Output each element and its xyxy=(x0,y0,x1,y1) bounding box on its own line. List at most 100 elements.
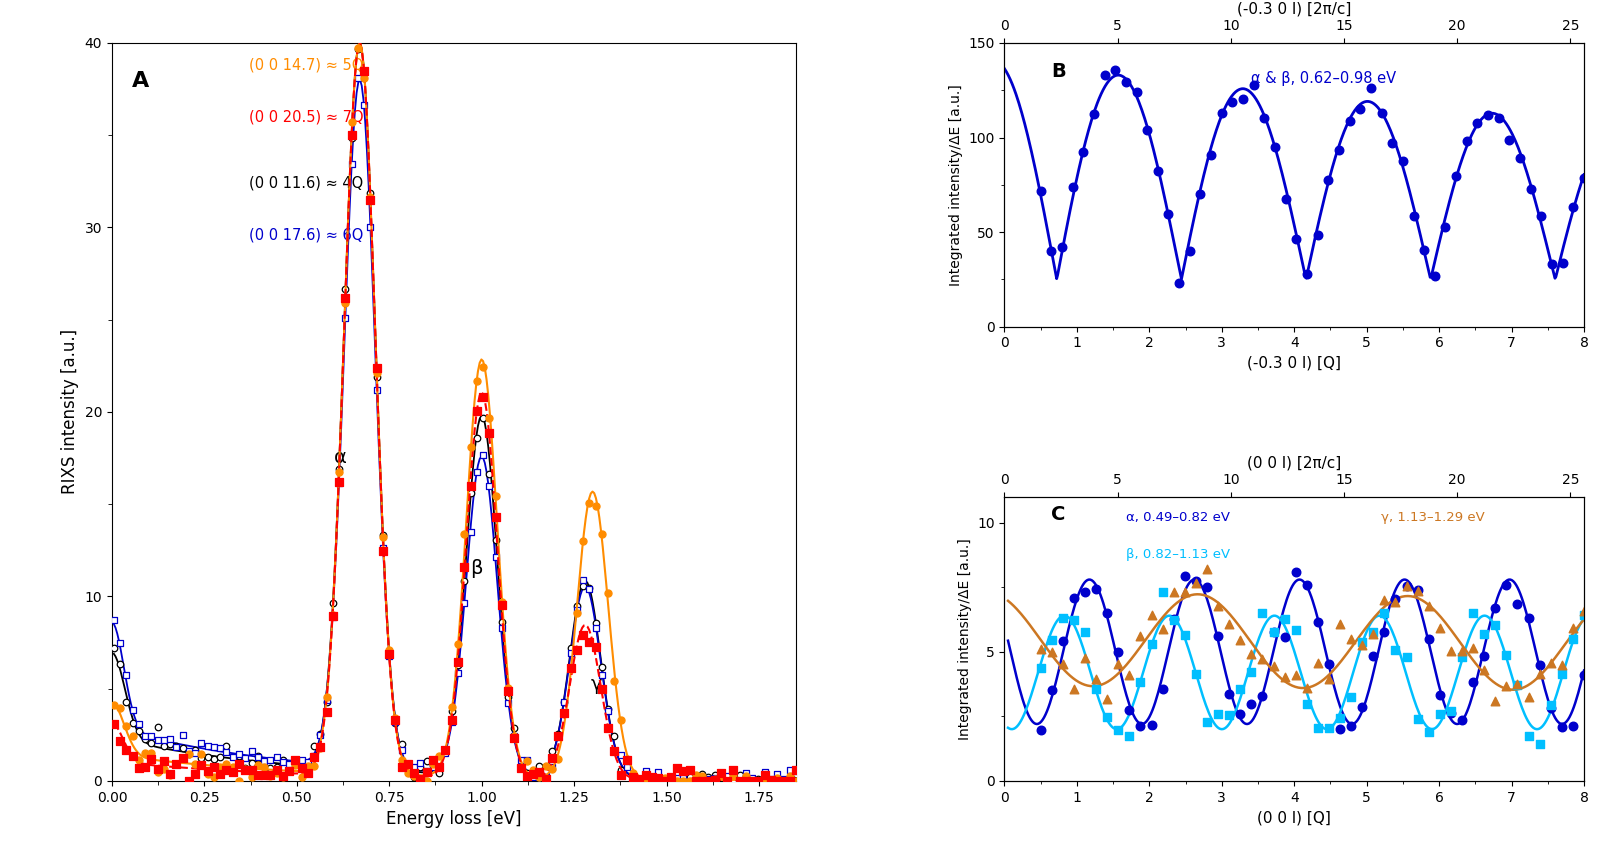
Point xyxy=(438,715,464,728)
Point xyxy=(778,774,803,788)
Point xyxy=(208,750,234,764)
Point xyxy=(621,771,646,785)
Point xyxy=(202,760,227,774)
Point xyxy=(163,740,189,754)
Point xyxy=(1405,584,1430,598)
Point xyxy=(389,753,414,767)
Point xyxy=(1027,661,1053,674)
X-axis label: Energy loss [eV]: Energy loss [eV] xyxy=(386,810,522,828)
Point xyxy=(558,662,584,676)
Point xyxy=(1450,713,1475,727)
Point xyxy=(1210,106,1235,120)
Point xyxy=(1272,670,1298,684)
Point xyxy=(1571,605,1597,619)
Point xyxy=(346,31,371,45)
Point xyxy=(208,767,234,781)
Point xyxy=(458,525,483,539)
Point xyxy=(552,695,578,709)
Point xyxy=(1070,146,1096,160)
Point xyxy=(438,713,464,727)
Point xyxy=(314,696,339,710)
Point xyxy=(314,705,339,719)
Point xyxy=(595,722,621,735)
Text: C: C xyxy=(1051,505,1066,523)
Point xyxy=(270,770,296,784)
Point xyxy=(427,754,453,768)
Point xyxy=(1539,257,1565,270)
Point xyxy=(1560,631,1586,645)
Point xyxy=(614,755,640,769)
Point xyxy=(389,744,414,758)
Point xyxy=(270,756,296,770)
Point xyxy=(1216,709,1242,722)
Point xyxy=(533,770,558,783)
Point xyxy=(1358,82,1384,95)
Point xyxy=(189,758,214,772)
Point xyxy=(277,758,302,771)
Point xyxy=(238,763,264,776)
Point xyxy=(1155,207,1181,221)
Point xyxy=(696,774,722,788)
Point xyxy=(294,755,320,769)
Point xyxy=(464,465,490,479)
Point xyxy=(470,360,496,374)
Point xyxy=(778,774,803,788)
Point xyxy=(608,763,634,776)
Point xyxy=(1405,712,1430,726)
Point xyxy=(638,770,664,783)
Point xyxy=(464,432,490,445)
Point xyxy=(251,754,277,768)
Point xyxy=(726,774,752,788)
Point xyxy=(1571,608,1597,622)
Point xyxy=(150,734,176,747)
Point xyxy=(1526,667,1552,680)
Point xyxy=(645,774,670,788)
Point xyxy=(258,769,283,782)
Point xyxy=(251,760,277,774)
Point xyxy=(346,41,371,55)
Point xyxy=(595,704,621,718)
Point xyxy=(746,774,771,788)
Point xyxy=(782,767,808,781)
Point xyxy=(307,728,333,741)
Point xyxy=(382,715,408,728)
Point xyxy=(107,657,133,671)
Point xyxy=(589,661,614,674)
Point xyxy=(1272,612,1298,625)
Text: A: A xyxy=(133,70,149,91)
Point xyxy=(464,404,490,418)
Point xyxy=(333,296,358,310)
Point xyxy=(1261,659,1286,673)
Point xyxy=(251,769,277,782)
Point xyxy=(176,774,202,788)
Point xyxy=(1550,256,1576,269)
Point xyxy=(1461,607,1486,620)
Point xyxy=(1091,69,1117,82)
Point xyxy=(651,774,677,788)
Point xyxy=(726,769,752,782)
Point xyxy=(1349,636,1374,650)
Point xyxy=(1150,682,1176,696)
Point xyxy=(1182,574,1208,588)
Point xyxy=(1072,651,1098,665)
Point xyxy=(726,774,752,788)
Point xyxy=(195,764,221,777)
Point xyxy=(320,608,346,622)
Point xyxy=(157,733,182,746)
Point xyxy=(432,744,458,758)
Point xyxy=(451,596,477,610)
Point xyxy=(758,772,784,786)
Point xyxy=(501,729,526,743)
Point xyxy=(376,649,402,662)
Point xyxy=(1283,668,1309,682)
Point xyxy=(634,764,659,778)
Point xyxy=(1294,698,1320,711)
Point xyxy=(1128,629,1154,643)
Point xyxy=(514,753,539,767)
Point xyxy=(202,770,227,783)
Point xyxy=(238,745,264,758)
Point xyxy=(765,767,790,781)
Point xyxy=(490,620,515,634)
Point xyxy=(1371,606,1397,619)
Point xyxy=(1038,645,1064,659)
